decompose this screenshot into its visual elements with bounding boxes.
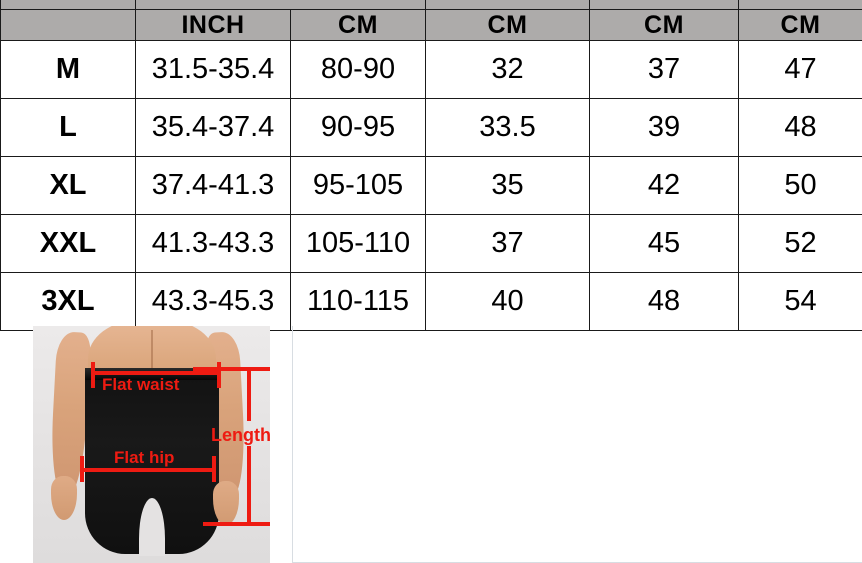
flat-hip-label: Flat hip [114, 448, 175, 467]
cell-cm-4: 52 [738, 214, 862, 273]
cell-size: XXL [0, 214, 136, 273]
table-row: 3XL 43.3-45.3 110-115 40 48 54 [0, 272, 862, 331]
cell-waist-inch: 41.3-43.3 [135, 214, 291, 273]
cell-waist-inch: 43.3-45.3 [135, 272, 291, 331]
cell-cm-2: 40 [425, 272, 590, 331]
header-group-3 [425, 0, 590, 10]
length-top-guide [193, 367, 270, 371]
flat-waist-tick-right [217, 362, 221, 388]
shapewear-garment [85, 368, 219, 556]
cell-cm-4: 48 [738, 98, 862, 157]
model-right-hand [213, 481, 239, 525]
cell-waist-inch: 35.4-37.4 [135, 98, 291, 157]
product-measurement-figure: Flat waist Flat hip Length [33, 326, 270, 563]
header-unit-cm-1: CM [290, 9, 426, 41]
header-unit-inch: INCH [135, 9, 291, 41]
cell-size: 3XL [0, 272, 136, 331]
header-unit-cm-2: CM [425, 9, 590, 41]
header-group-4 [589, 0, 739, 10]
flat-hip-measure-line [80, 468, 216, 472]
flat-waist-measure-line [91, 371, 221, 375]
cell-waist-inch: 37.4-41.3 [135, 156, 291, 215]
cell-cm-2: 32 [425, 40, 590, 99]
header-unit-cm-4: CM [738, 9, 862, 41]
cell-cm-2: 33.5 [425, 98, 590, 157]
length-bottom-guide [203, 522, 270, 526]
cell-size: M [0, 40, 136, 99]
cell-waist-cm: 95-105 [290, 156, 426, 215]
header-unit-size [0, 9, 136, 41]
length-axis-lower [247, 446, 251, 524]
cell-waist-cm: 80-90 [290, 40, 426, 99]
cell-cm-3: 48 [589, 272, 739, 331]
flat-hip-tick-left [80, 456, 84, 482]
header-row-groups: SIZE Waist [0, 0, 862, 10]
table-row: M 31.5-35.4 80-90 32 37 47 [0, 40, 862, 99]
model-left-hand [51, 476, 77, 520]
cell-cm-3: 39 [589, 98, 739, 157]
flat-hip-tick-right [212, 456, 216, 482]
cell-waist-cm: 110-115 [290, 272, 426, 331]
header-group-5 [738, 0, 862, 10]
cell-cm-4: 50 [738, 156, 862, 215]
table-row: XL 37.4-41.3 95-105 35 42 50 [0, 156, 862, 215]
cell-waist-inch: 31.5-35.4 [135, 40, 291, 99]
table-row: L 35.4-37.4 90-95 33.5 39 48 [0, 98, 862, 157]
header-unit-cm-3: CM [589, 9, 739, 41]
header-size: SIZE [0, 0, 136, 10]
table-row: XXL 41.3-43.3 105-110 37 45 52 [0, 214, 862, 273]
cell-waist-cm: 105-110 [290, 214, 426, 273]
header-waist: Waist [135, 0, 426, 10]
cell-cm-4: 54 [738, 272, 862, 331]
cell-cm-2: 37 [425, 214, 590, 273]
garment-leg-split [139, 498, 165, 556]
length-axis-upper [247, 367, 251, 421]
header-row-units: INCH CM CM CM CM [0, 9, 862, 41]
cell-cm-3: 45 [589, 214, 739, 273]
size-chart-panel: SIZE Waist INCH CM CM CM CM M 31.5-35.4 … [0, 0, 862, 331]
cell-size: L [0, 98, 136, 157]
cell-cm-2: 35 [425, 156, 590, 215]
size-chart-table: SIZE Waist INCH CM CM CM CM M 31.5-35.4 … [0, 0, 862, 331]
length-label: Length [211, 425, 270, 445]
table-head: SIZE Waist INCH CM CM CM CM [0, 0, 862, 41]
flat-waist-label: Flat waist [102, 375, 180, 394]
flat-waist-tick-left [91, 362, 95, 388]
cell-cm-3: 37 [589, 40, 739, 99]
cell-waist-cm: 90-95 [290, 98, 426, 157]
cell-size: XL [0, 156, 136, 215]
page-rule-vertical [292, 326, 293, 563]
table-body: M 31.5-35.4 80-90 32 37 47 L 35.4-37.4 9… [0, 40, 862, 331]
cell-cm-3: 42 [589, 156, 739, 215]
cell-cm-4: 47 [738, 40, 862, 99]
